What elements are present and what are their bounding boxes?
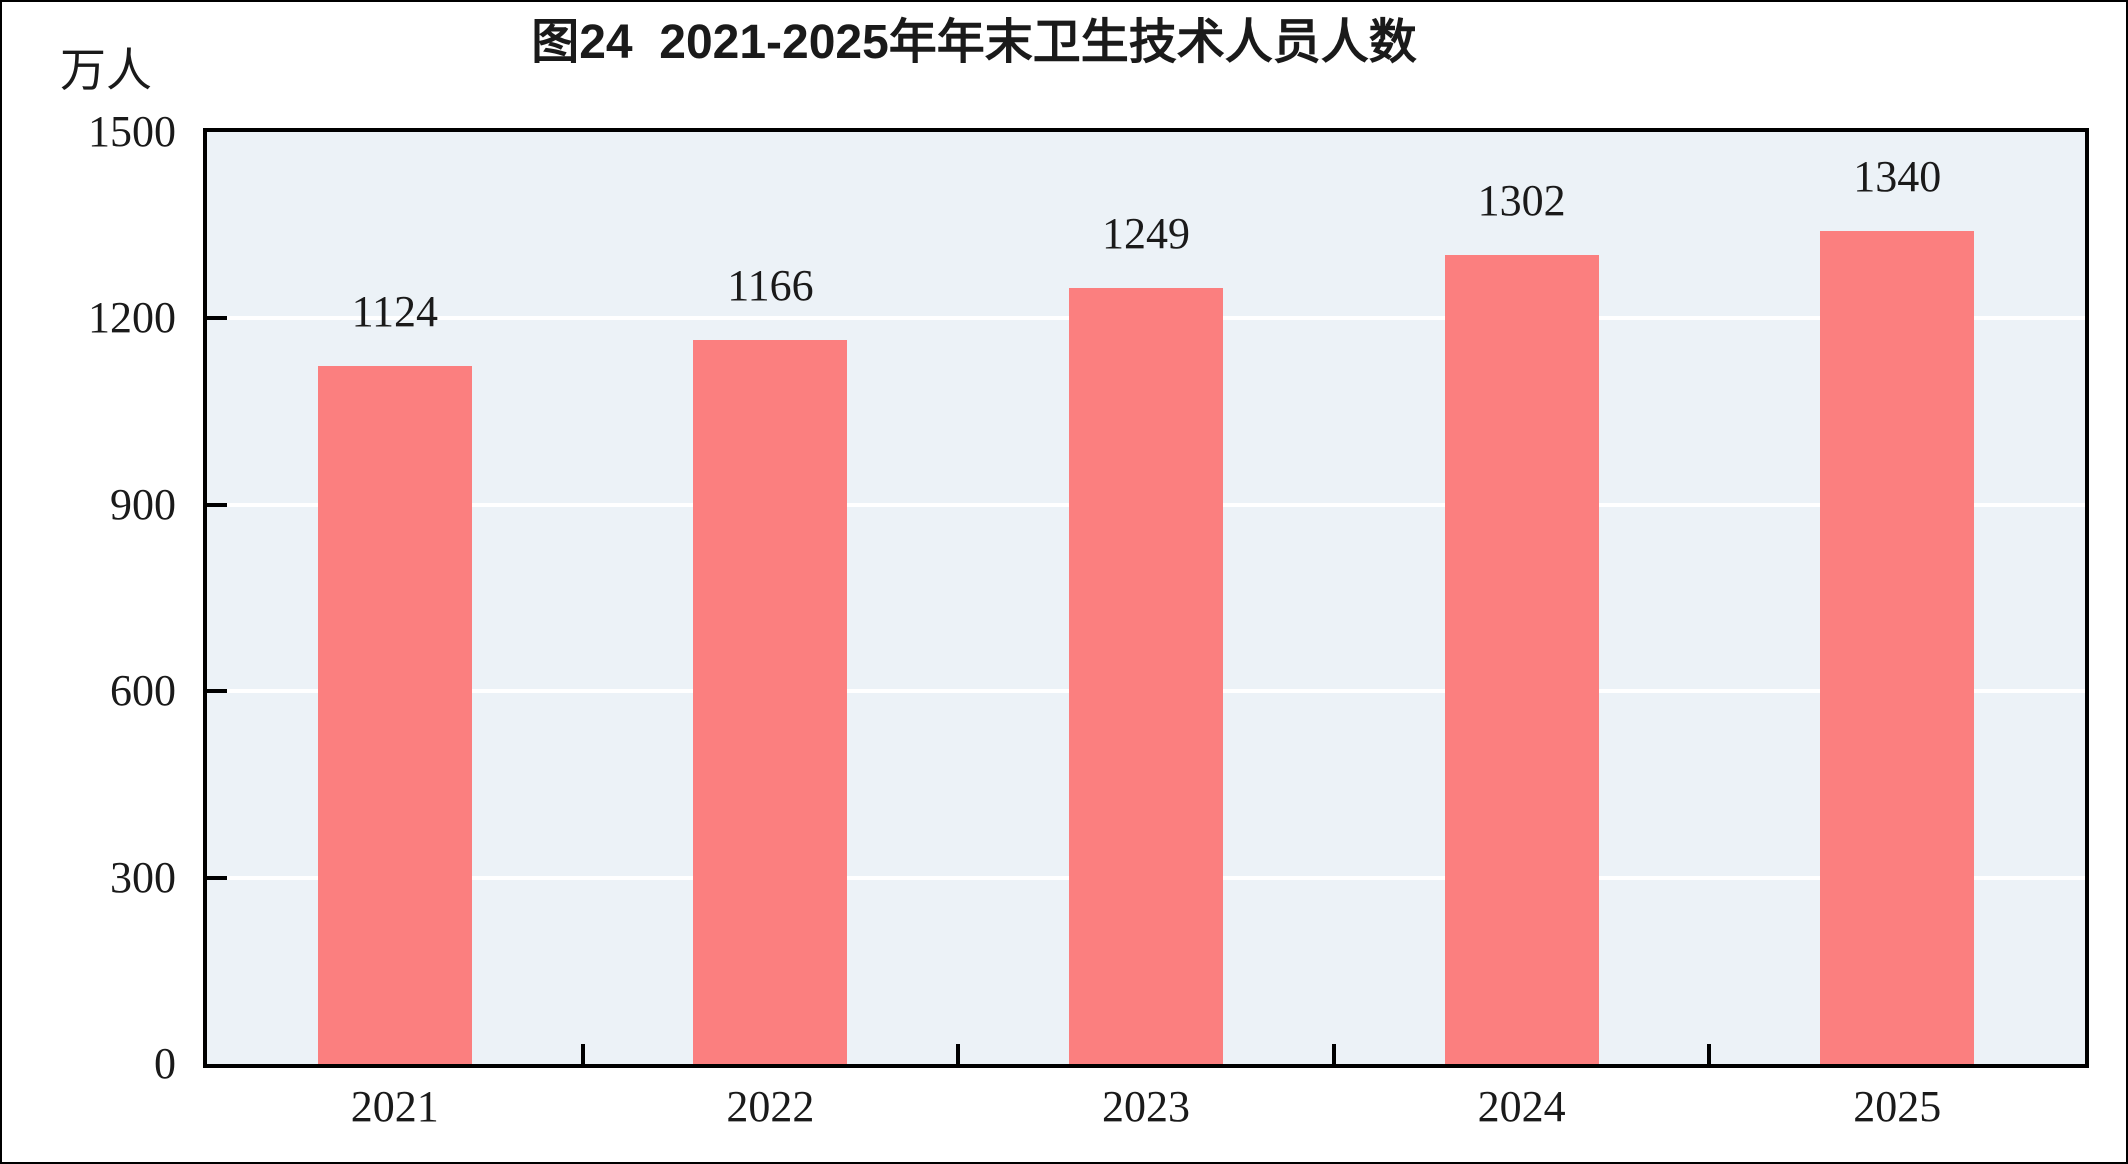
x-axis-label: 2024 <box>1477 1082 1566 1131</box>
bar-value-label: 1166 <box>727 260 814 310</box>
bar-2023 <box>1069 287 1223 1064</box>
y-axis-tick-label: 900 <box>110 479 176 529</box>
y-axis-tick-label: 0 <box>154 1039 176 1088</box>
x-axis-label: 2021 <box>350 1082 439 1131</box>
x-axis-label: 2025 <box>1853 1082 1942 1131</box>
bar-value-label: 1302 <box>1477 176 1566 226</box>
x-tick-mark <box>956 1044 961 1064</box>
y-axis-tick-label: 1500 <box>88 107 176 156</box>
bar-value-label: 1340 <box>1853 152 1942 202</box>
x-tick-mark <box>1707 1044 1712 1064</box>
x-tick-mark <box>1331 1044 1336 1064</box>
y-axis-tick-label: 600 <box>110 666 176 716</box>
bar-2021 <box>317 365 472 1064</box>
y-tick-mark <box>207 689 227 694</box>
y-tick-mark <box>207 875 227 880</box>
y-axis-tick-label: 300 <box>110 852 176 902</box>
y-axis-tick-label: 1200 <box>88 293 176 343</box>
x-axis-label: 2023 <box>1102 1082 1190 1131</box>
plot-area: 1124 1166 1249 1302 1340 <box>203 128 2089 1068</box>
chart-title: 图24 2021-2025年年末卫生技术人员人数 <box>531 16 1417 69</box>
bar-2022 <box>693 339 848 1064</box>
bar-2024 <box>1444 255 1599 1064</box>
x-axis-label: 2022 <box>726 1082 815 1131</box>
y-tick-mark <box>207 316 227 321</box>
bar-value-label: 1249 <box>1102 208 1190 258</box>
bar-2025 <box>1820 231 1975 1064</box>
x-tick-mark <box>580 1044 585 1064</box>
y-tick-mark <box>207 502 227 507</box>
y-axis-unit-label: 万人 <box>60 45 152 96</box>
bar-value-label: 1124 <box>351 286 438 336</box>
